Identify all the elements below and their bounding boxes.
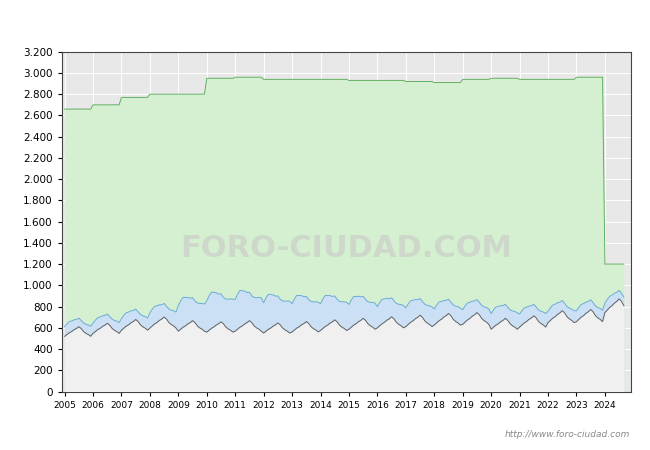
Text: Plentzia - Evolucion de la poblacion en edad de Trabajar Septiembre de 2024: Plentzia - Evolucion de la poblacion en … [68, 17, 582, 30]
Text: FORO-CIUDAD.COM: FORO-CIUDAD.COM [180, 234, 512, 263]
Text: http://www.foro-ciudad.com: http://www.foro-ciudad.com [505, 430, 630, 439]
